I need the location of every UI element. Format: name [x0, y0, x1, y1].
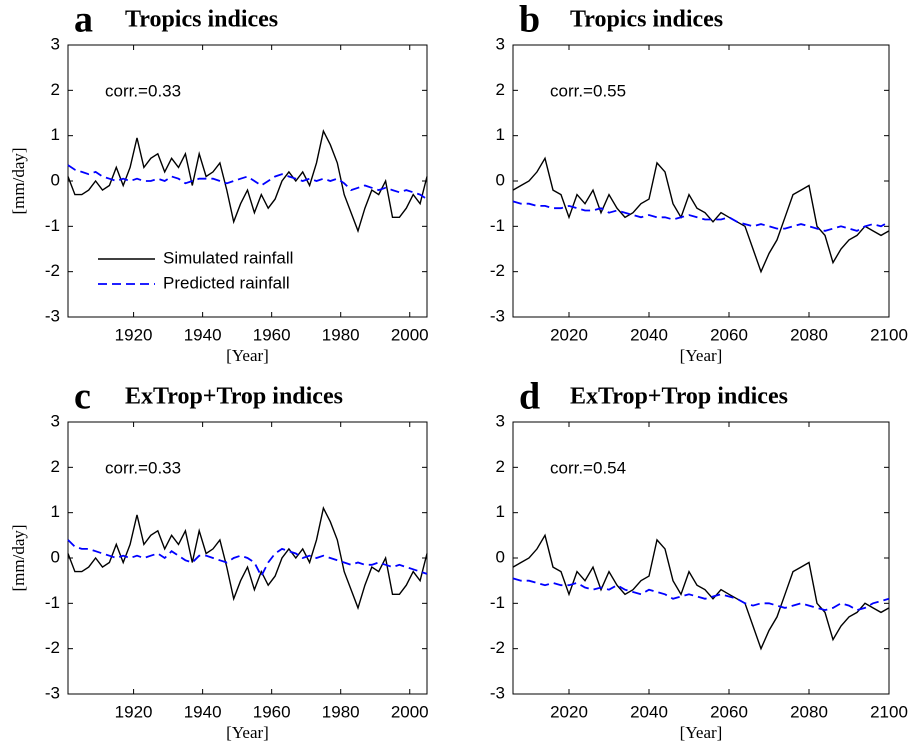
x-tick-label: 1920: [115, 702, 153, 721]
y-tick-label: -2: [490, 638, 505, 657]
panel-title: ExTrop+Trop indices: [125, 384, 343, 410]
x-tick-label: 2080: [790, 325, 828, 344]
y-tick-label: 3: [496, 411, 505, 430]
data-line: [512, 577, 890, 612]
legend-label: Simulated rainfall: [163, 248, 293, 267]
annotation: corr.=0.55: [550, 81, 626, 100]
x-tick-label: 2000: [391, 325, 429, 344]
panel-title: ExTrop+Trop indices: [570, 384, 788, 410]
panel-letter: a: [74, 0, 93, 41]
annotation: corr.=0.33: [105, 458, 181, 477]
y-tick-label: 0: [496, 170, 505, 189]
annotation: corr.=0.54: [550, 458, 626, 477]
x-tick-label: 2060: [710, 702, 748, 721]
x-tick-label: 1980: [322, 325, 360, 344]
data-line: [67, 164, 428, 200]
panel-title: Tropics indices: [125, 7, 278, 33]
y-tick-label: -3: [45, 683, 60, 702]
y-tick-label: 3: [51, 411, 60, 430]
data-line: [512, 156, 890, 274]
y-axis-label: [mm/day]: [9, 524, 28, 591]
y-tick-label: 1: [51, 502, 60, 521]
panel: d ExTrop+Trop indices -3 -2 -1 0 1 2 3 2020 2040 20…: [490, 376, 908, 742]
x-tick-label: 1940: [184, 702, 222, 721]
x-tick-label: 2060: [710, 325, 748, 344]
y-tick-label: -2: [45, 638, 60, 657]
panel-letter: b: [519, 0, 540, 41]
y-tick-label: 3: [51, 34, 60, 53]
y-tick-label: -1: [490, 593, 505, 612]
x-tick-label: 2040: [630, 702, 668, 721]
y-tick-label: -2: [45, 261, 60, 280]
x-tick-label: 1940: [184, 325, 222, 344]
annotation: corr.=0.33: [105, 81, 181, 100]
data-line: [67, 129, 428, 234]
y-tick-label: 2: [496, 80, 505, 99]
y-tick-label: -3: [490, 683, 505, 702]
x-tick-label: 1920: [115, 325, 153, 344]
y-tick-label: 1: [496, 125, 505, 144]
x-tick-label: 2080: [790, 702, 828, 721]
y-tick-label: 2: [51, 80, 60, 99]
panel: b Tropics indices -3 -2 -1 0 1 2 3 2020 2040 2060 20…: [490, 0, 908, 365]
data-line: [512, 200, 890, 232]
y-tick-label: 1: [51, 125, 60, 144]
y-tick-label: 1: [496, 502, 505, 521]
legend-label: Predicted rainfall: [163, 273, 290, 292]
x-tick-label: 1960: [253, 325, 291, 344]
x-axis-label: [Year]: [680, 346, 723, 365]
y-tick-label: -1: [45, 593, 60, 612]
x-tick-label: 2000: [391, 702, 429, 721]
panel: c ExTrop+Trop indices -3 -2 -1 0 1 2 3 1920 1940 19…: [9, 376, 429, 742]
data-line: [67, 506, 428, 611]
x-tick-label: 2040: [630, 325, 668, 344]
y-tick-label: -3: [45, 306, 60, 325]
y-tick-label: -3: [490, 306, 505, 325]
y-tick-label: -2: [490, 261, 505, 280]
x-axis-label: [Year]: [680, 723, 723, 742]
data-line: [512, 533, 890, 651]
panel-letter: c: [74, 376, 91, 418]
y-tick-label: 3: [496, 34, 505, 53]
data-line: [67, 539, 428, 579]
y-axis-label: [mm/day]: [9, 147, 28, 214]
x-tick-label: 2100: [870, 325, 908, 344]
x-tick-label: 2020: [550, 325, 588, 344]
panel-letter: d: [519, 376, 540, 418]
x-axis-label: [Year]: [226, 723, 269, 742]
y-tick-label: -1: [490, 216, 505, 235]
panel: a Tropics indices -3 -2 -1 0 1 2 3 1920 1940 1960 19…: [9, 0, 429, 365]
y-tick-label: 2: [496, 457, 505, 476]
x-axis-label: [Year]: [226, 346, 269, 365]
x-tick-label: 2100: [870, 702, 908, 721]
y-tick-label: 2: [51, 457, 60, 476]
panel-title: Tropics indices: [570, 7, 723, 33]
x-tick-label: 1960: [253, 702, 291, 721]
x-tick-label: 1980: [322, 702, 360, 721]
y-tick-label: 0: [496, 547, 505, 566]
y-tick-label: 0: [51, 170, 60, 189]
y-tick-label: -1: [45, 216, 60, 235]
y-tick-label: 0: [51, 547, 60, 566]
x-tick-label: 2020: [550, 702, 588, 721]
